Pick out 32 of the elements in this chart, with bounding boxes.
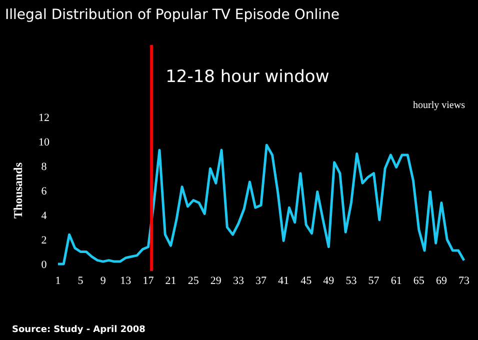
source-note: Source: Study - April 2008 xyxy=(12,325,146,335)
x-tick-label: 25 xyxy=(188,275,200,287)
y-tick-label: 10 xyxy=(38,136,50,148)
y-tick-label: 2 xyxy=(41,234,47,246)
x-tick-label: 17 xyxy=(142,275,154,287)
y-axis-title: Thousands xyxy=(11,162,25,219)
chart-title: Illegal Distribution of Popular TV Episode Online xyxy=(5,7,340,23)
x-tick-label: 5 xyxy=(78,275,84,287)
x-tick-label: 69 xyxy=(436,275,448,287)
y-tick-label: 0 xyxy=(41,258,48,271)
x-tick-label: 21 xyxy=(165,275,176,287)
x-tick-label: 1 xyxy=(55,275,61,287)
x-tick-label: 9 xyxy=(100,275,106,287)
x-tick-label: 33 xyxy=(232,275,244,287)
text: hourly views xyxy=(413,100,466,111)
y-tick-label: 4 xyxy=(41,210,48,222)
x-tick-label: 49 xyxy=(323,275,335,287)
ref-line-label: 12-18 hour window xyxy=(166,67,330,87)
x-tick-label: 65 xyxy=(413,275,425,287)
line-series xyxy=(56,144,466,266)
y-tick-label: 8 xyxy=(41,160,48,173)
x-tick-label: 53 xyxy=(346,275,358,287)
x-tick-label: 45 xyxy=(300,275,312,287)
x-tick-label: 73 xyxy=(458,275,470,287)
x-tick-label: 41 xyxy=(278,275,290,287)
x-tick-label: 61 xyxy=(390,275,402,287)
y-tick-label: 12 xyxy=(38,112,50,124)
y-tick-label: 6 xyxy=(41,185,48,198)
x-tick-label: 29 xyxy=(210,275,222,287)
x-tick-label: 57 xyxy=(368,275,380,287)
x-tick-label: 13 xyxy=(120,275,132,287)
x-tick-label: 37 xyxy=(256,275,267,287)
